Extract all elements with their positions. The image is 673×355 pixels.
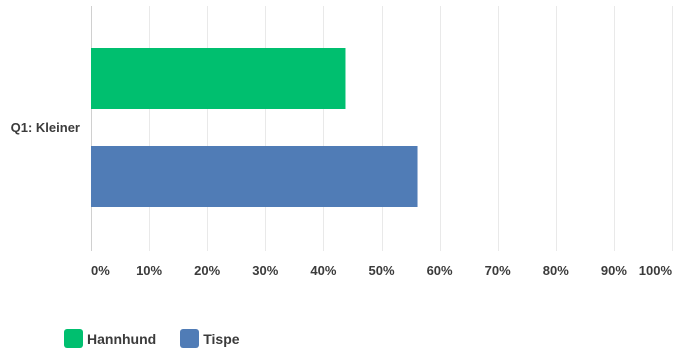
- gridlines: [149, 6, 673, 251]
- x-tick-labels: 0% 10% 20% 30% 40% 50% 60% 70% 80% 90% 100%: [91, 263, 672, 278]
- x-tick-label: 10%: [136, 263, 162, 278]
- x-tick-label: 50%: [368, 263, 394, 278]
- legend-item-tispe[interactable]: Tispe: [180, 329, 240, 348]
- category-label: Q1: Kleiner: [11, 120, 80, 135]
- x-tick-label: 90%: [601, 263, 627, 278]
- legend-label-hannhund: Hannhund: [87, 330, 157, 347]
- bars: [91, 48, 418, 207]
- legend-label-tispe: Tispe: [203, 330, 240, 347]
- x-tick-label: 40%: [310, 263, 336, 278]
- legend-item-hannhund[interactable]: Hannhund: [64, 329, 156, 348]
- bar-tispe: [91, 146, 418, 207]
- x-tick-label: 70%: [485, 263, 511, 278]
- legend-swatch-hannhund: [64, 329, 83, 348]
- legend: Hannhund Tispe: [64, 329, 240, 348]
- x-tick-label: 0%: [91, 263, 110, 278]
- bar-hannhund: [91, 48, 346, 109]
- x-tick-label: 20%: [194, 263, 220, 278]
- legend-swatch-tispe: [180, 329, 200, 348]
- x-tick-label: 60%: [427, 263, 453, 278]
- x-tick-label: 100%: [639, 263, 673, 278]
- category-labels: Q1: Kleiner: [11, 120, 80, 135]
- x-tick-label: 80%: [543, 263, 569, 278]
- x-tick-label: 30%: [252, 263, 278, 278]
